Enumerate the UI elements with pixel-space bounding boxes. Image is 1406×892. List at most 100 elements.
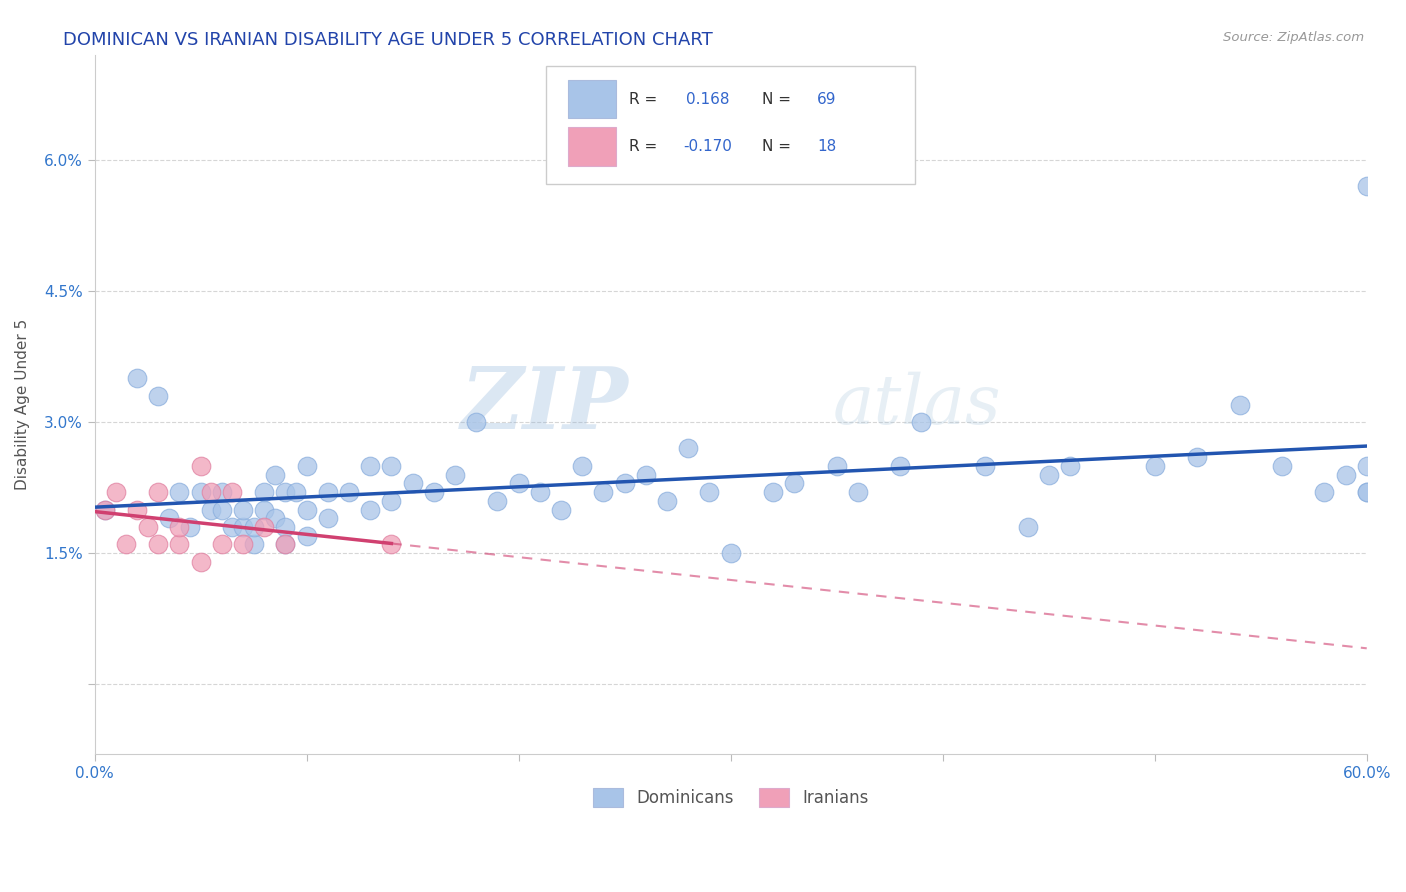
Point (889, 458, 911, 473)
Point (104, 485, 127, 500)
Point (613, 476, 636, 491)
Point (401, 476, 423, 491)
Point (125, 371, 148, 385)
Point (486, 493, 509, 508)
Point (211, 502, 233, 516)
Point (508, 476, 530, 491)
Point (316, 511, 339, 525)
Point (380, 493, 402, 508)
Point (423, 485, 446, 500)
Point (136, 520, 159, 534)
Point (465, 415, 488, 429)
Point (232, 520, 254, 534)
Text: 0.168: 0.168 (686, 92, 730, 107)
Point (1355, 179, 1378, 194)
Point (634, 467, 657, 482)
Bar (568, 79, 616, 118)
Point (94, 502, 117, 516)
Point (337, 485, 360, 500)
Point (169, 485, 191, 500)
Point (232, 502, 254, 516)
Point (125, 502, 148, 516)
Point (1143, 458, 1166, 473)
Text: N =: N = (762, 138, 796, 153)
Point (1229, 398, 1251, 412)
Point (910, 415, 932, 429)
Point (221, 485, 243, 500)
Bar (568, 128, 616, 166)
Point (974, 458, 997, 473)
Point (592, 485, 614, 500)
Point (762, 485, 785, 500)
Point (274, 520, 297, 534)
Point (380, 458, 402, 473)
Point (1038, 467, 1060, 482)
Point (678, 442, 700, 456)
Point (285, 485, 308, 500)
Legend: Dominicans, Iranians: Dominicans, Iranians (585, 780, 877, 816)
Point (720, 546, 742, 560)
Point (783, 476, 806, 491)
Point (274, 537, 297, 551)
Point (274, 485, 297, 500)
Point (316, 485, 339, 500)
Point (242, 537, 264, 551)
Point (1334, 467, 1357, 482)
Point (295, 502, 318, 516)
Point (825, 458, 848, 473)
Point (242, 520, 264, 534)
Point (200, 502, 222, 516)
Text: 18: 18 (817, 138, 837, 153)
Point (444, 467, 467, 482)
Point (1185, 450, 1208, 464)
Point (529, 485, 551, 500)
Point (148, 485, 170, 500)
FancyBboxPatch shape (546, 66, 915, 185)
Text: Source: ZipAtlas.com: Source: ZipAtlas.com (1223, 31, 1364, 45)
Point (179, 520, 201, 534)
Point (1313, 485, 1336, 500)
Point (846, 485, 869, 500)
Point (263, 511, 285, 525)
Point (253, 520, 276, 534)
Point (1017, 520, 1039, 534)
Point (1271, 458, 1294, 473)
Point (190, 485, 212, 500)
Text: atlas: atlas (832, 371, 1001, 438)
Point (1355, 485, 1378, 500)
Text: N =: N = (762, 92, 796, 107)
Text: 69: 69 (817, 92, 837, 107)
Point (295, 529, 318, 543)
Point (148, 537, 170, 551)
Point (115, 537, 138, 551)
Point (295, 458, 318, 473)
Point (221, 520, 243, 534)
Point (190, 555, 212, 569)
Point (94, 502, 117, 516)
Point (571, 458, 593, 473)
Text: ZIP: ZIP (461, 363, 628, 446)
Point (253, 502, 276, 516)
Text: DOMINICAN VS IRANIAN DISABILITY AGE UNDER 5 CORRELATION CHART: DOMINICAN VS IRANIAN DISABILITY AGE UNDE… (63, 31, 713, 49)
Text: R =: R = (628, 138, 662, 153)
Point (263, 467, 285, 482)
Point (655, 493, 678, 508)
Point (157, 511, 180, 525)
Y-axis label: Disability Age Under 5: Disability Age Under 5 (15, 319, 30, 491)
Point (253, 485, 276, 500)
Point (274, 537, 297, 551)
Point (359, 458, 381, 473)
Point (550, 502, 572, 516)
Point (1059, 458, 1081, 473)
Point (200, 485, 222, 500)
Point (190, 458, 212, 473)
Point (148, 389, 170, 403)
Text: -0.170: -0.170 (683, 138, 733, 153)
Point (169, 537, 191, 551)
Point (699, 485, 721, 500)
Point (232, 537, 254, 551)
Point (359, 502, 381, 516)
Point (211, 537, 233, 551)
Point (380, 537, 402, 551)
Point (169, 520, 191, 534)
